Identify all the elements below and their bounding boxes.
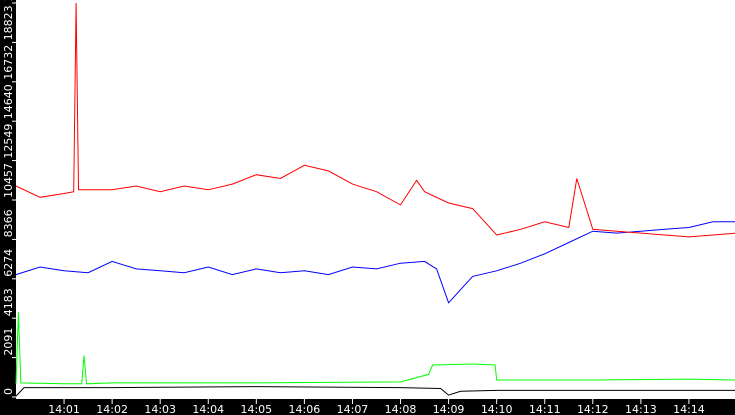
y-tick-label: 16732 [2, 45, 15, 80]
y-axis: 0 2091 4183 6274 8366 10457 12549 14640 16732 188… [2, 0, 16, 398]
x-tick-label: 14:11 [529, 403, 561, 415]
x-axis: 14:01 14:02 14:03 14:04 14:05 14:06 14:07 14:08… [48, 399, 705, 415]
x-tick-label: 14:01 [48, 403, 80, 415]
x-tick-label: 14:04 [192, 403, 224, 415]
x-tick-label: 14:13 [625, 403, 657, 415]
x-tick-label: 14:02 [96, 403, 128, 415]
series-line-1 [15, 221, 735, 304]
y-tick-label: 6274 [2, 249, 15, 277]
x-tick-label: 14:07 [337, 403, 369, 415]
y-tick-label: 0 [2, 388, 15, 395]
y-tick-label: 20915 [2, 0, 15, 1]
y-tick-label: 8366 [2, 209, 15, 237]
y-tick-label: 18823 [2, 5, 15, 40]
x-axis-band [0, 399, 735, 415]
x-tick-label: 14:09 [433, 403, 465, 415]
y-tick-label: 12549 [2, 124, 15, 159]
x-tick-label: 14:06 [289, 403, 321, 415]
x-tick-label: 14:14 [673, 403, 705, 415]
x-tick-label: 14:10 [481, 403, 513, 415]
x-tick-label: 14:08 [385, 403, 417, 415]
x-tick-label: 14:12 [577, 403, 609, 415]
series-line-0 [15, 2, 735, 238]
plot-area [16, 0, 735, 399]
y-tick-label: 10457 [2, 163, 15, 198]
y-tick-label: 14640 [2, 84, 15, 119]
y-axis-band [0, 0, 16, 415]
series-line-2 [15, 312, 735, 385]
series-layer [15, 2, 735, 397]
y-tick-label: 4183 [2, 288, 15, 316]
y-tick-label: 2091 [2, 328, 15, 356]
series-line-3 [15, 386, 735, 397]
x-tick-label: 14:05 [240, 403, 272, 415]
x-tick-label: 14:03 [144, 403, 176, 415]
